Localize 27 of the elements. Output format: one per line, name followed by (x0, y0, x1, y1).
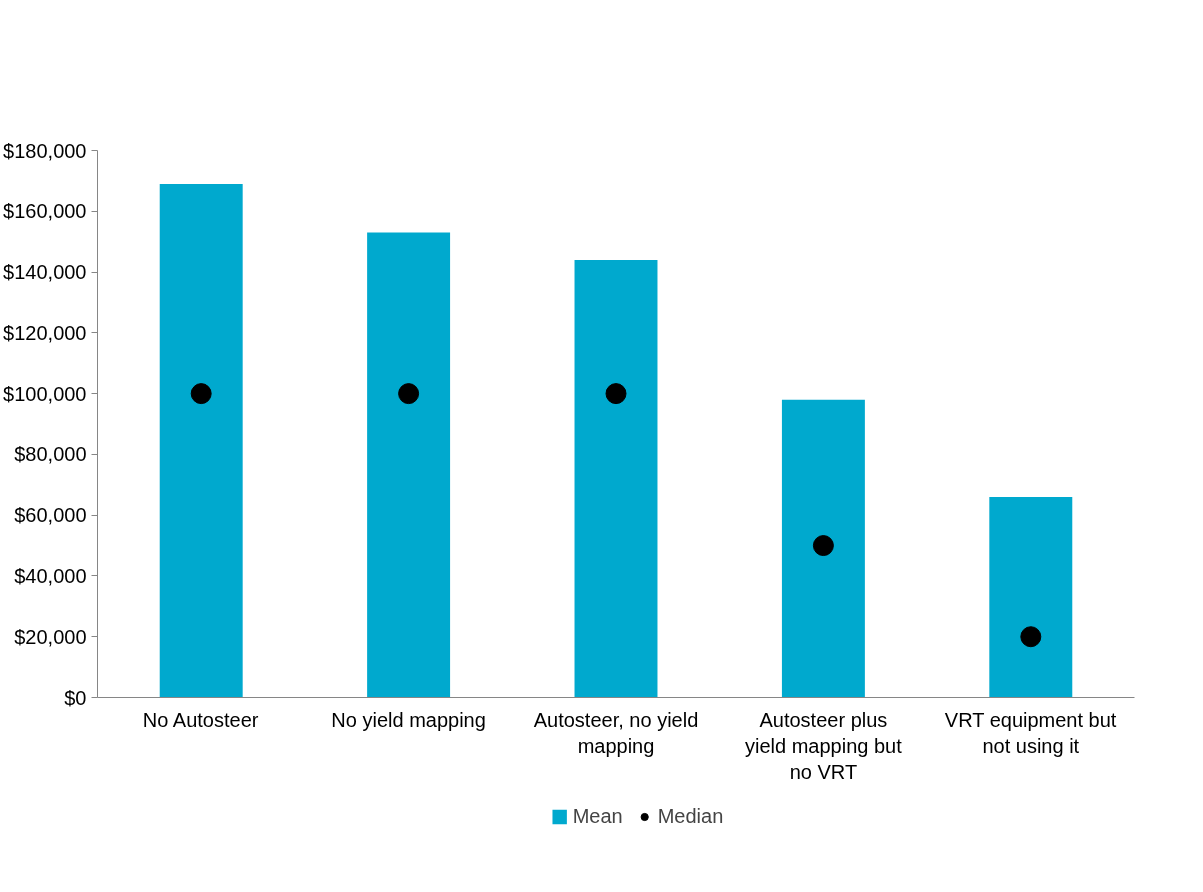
y-tick-label: $20,000 (14, 625, 87, 648)
point (812, 535, 834, 557)
x-tick-label: Autosteer, no yield mapping (533, 708, 699, 757)
x-tick-label: VRT equipment but not using it (944, 708, 1117, 757)
y-tick-label: $160,000 (3, 200, 87, 223)
bar (159, 183, 243, 698)
point (605, 383, 627, 405)
x-tick-label: No yield mapping (331, 708, 486, 731)
y-tick-label: $120,000 (3, 321, 87, 344)
bar (574, 259, 658, 698)
y-tick-label: $140,000 (3, 261, 87, 284)
x-tick-label: Autosteer plus yield mapping but no VRT (745, 708, 903, 784)
bar (367, 232, 451, 698)
legend-label: Mean (572, 804, 623, 828)
bar (781, 399, 865, 698)
y-tick-label: $100,000 (3, 382, 87, 405)
legend-label: Median (657, 804, 724, 828)
y-tick-label: $80,000 (14, 443, 87, 466)
y-tick-label: $40,000 (14, 564, 87, 587)
point (1020, 626, 1042, 648)
point (398, 383, 420, 405)
bar (989, 496, 1073, 698)
point (190, 383, 212, 405)
y-tick-label: $0 (64, 686, 87, 709)
x-tick-label: No Autosteer (142, 708, 259, 731)
y-tick-label: $60,000 (14, 504, 87, 527)
y-tick-label: $180,000 (3, 139, 87, 162)
